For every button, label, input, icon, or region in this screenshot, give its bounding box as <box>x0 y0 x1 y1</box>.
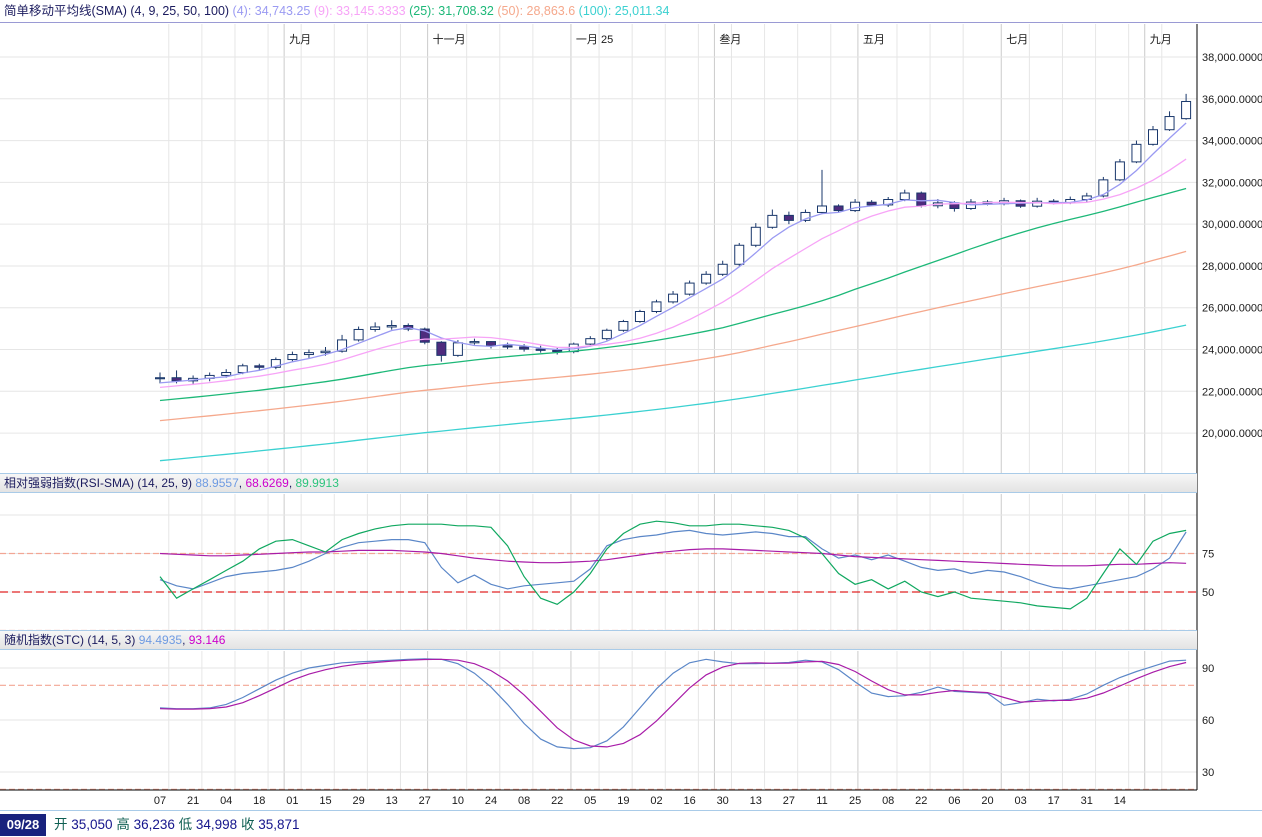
svg-text:24,000.0000: 24,000.0000 <box>1202 345 1262 357</box>
text-run: 34,998 <box>195 817 241 832</box>
text-run: 35,871 <box>258 817 300 832</box>
svg-text:22: 22 <box>551 795 563 807</box>
svg-text:07: 07 <box>154 795 166 807</box>
text-run: , <box>288 476 296 490</box>
svg-text:60: 60 <box>1202 715 1214 727</box>
candlestick-series <box>155 93 1192 386</box>
stc--d-line <box>159 658 1187 748</box>
text-run: 随机指数(STC) (14, 5, 3) <box>4 633 139 647</box>
rsi-panel-header: 相对强弱指数(RSI-SMA) (14, 25, 9) 88.9557, 68.… <box>0 473 1197 493</box>
text-run: 36,236 <box>133 817 179 832</box>
svg-text:75: 75 <box>1202 549 1214 561</box>
ohlc-readout: 开 35,050 高 36,236 低 34,998 收 35,871 <box>54 814 300 836</box>
svg-text:03: 03 <box>1014 795 1026 807</box>
svg-text:34,000.0000: 34,000.0000 <box>1202 136 1262 148</box>
svg-text:30: 30 <box>1202 767 1214 779</box>
svg-text:28,000.0000: 28,000.0000 <box>1202 261 1262 273</box>
svg-text:08: 08 <box>882 795 894 807</box>
svg-text:15: 15 <box>319 795 331 807</box>
text-run: (4): 34,743.25 <box>232 4 314 18</box>
svg-text:叁月: 叁月 <box>719 32 741 46</box>
sma-25-line <box>159 187 1187 402</box>
svg-text:04: 04 <box>220 795 232 807</box>
svg-text:27: 27 <box>419 795 431 807</box>
svg-text:17: 17 <box>1048 795 1060 807</box>
text-run: 94.4935 <box>138 633 183 647</box>
stc--k-line <box>159 658 1187 750</box>
text-run: (100): 25,011.34 <box>578 4 670 18</box>
svg-text:21: 21 <box>187 795 199 807</box>
date-badge: 09/28 <box>0 814 46 836</box>
text-run: 68.6269 <box>245 476 289 490</box>
status-bar: 09/28 开 35,050 高 36,236 低 34,998 收 35,87… <box>0 810 1262 837</box>
svg-text:24: 24 <box>485 795 497 807</box>
text-run: 89.9913 <box>295 476 339 490</box>
svg-text:36,000.0000: 36,000.0000 <box>1202 94 1262 106</box>
text-run: 高 <box>116 817 134 832</box>
svg-text:01: 01 <box>286 795 298 807</box>
text-run: 收 <box>240 817 259 832</box>
rsi-rsi-sma-25-line <box>159 548 1187 567</box>
svg-text:02: 02 <box>650 795 662 807</box>
svg-text:13: 13 <box>750 795 762 807</box>
svg-text:38,000.0000: 38,000.0000 <box>1202 52 1262 64</box>
stc-panel-header: 随机指数(STC) (14, 5, 3) 94.4935, 93.146 <box>0 630 1197 650</box>
svg-text:22: 22 <box>915 795 927 807</box>
sma-9-line <box>159 158 1187 389</box>
text-run: 88.9557 <box>195 476 239 490</box>
sma-indicator-header: 简单移动平均线(SMA) (4, 9, 25, 50, 100) (4): 34… <box>0 0 1262 23</box>
svg-text:五月: 五月 <box>863 34 885 46</box>
svg-text:一月 25: 一月 25 <box>576 34 613 46</box>
sma-4-line <box>159 122 1187 384</box>
axis-labels: 九月 十一月 一月 25 叁月 五月 七月 九月 07 21 04 18 01 15 29 13 27 10 24… <box>154 32 1262 807</box>
sma-100-line <box>159 324 1187 462</box>
svg-text:16: 16 <box>683 795 695 807</box>
svg-text:27: 27 <box>783 795 795 807</box>
text-run: 35,050 <box>71 817 117 832</box>
svg-text:05: 05 <box>584 795 596 807</box>
svg-text:06: 06 <box>948 795 960 807</box>
text-run: 相对强弱指数(RSI-SMA) (14, 25, 9) <box>4 476 196 490</box>
svg-text:七月: 七月 <box>1006 33 1028 46</box>
svg-text:14: 14 <box>1114 795 1126 807</box>
svg-text:32,000.0000: 32,000.0000 <box>1202 177 1262 189</box>
svg-text:26,000.0000: 26,000.0000 <box>1202 303 1262 315</box>
text-run: (50): 28,863.6 <box>497 4 579 18</box>
svg-text:30,000.0000: 30,000.0000 <box>1202 219 1262 231</box>
svg-text:31: 31 <box>1081 795 1093 807</box>
text-run: , <box>238 476 246 490</box>
svg-text:九月: 九月 <box>1150 33 1172 46</box>
text-run: 开 <box>54 817 72 832</box>
svg-text:25: 25 <box>849 795 861 807</box>
text-run: 93.146 <box>188 633 226 647</box>
svg-text:十一月: 十一月 <box>433 32 466 46</box>
gridlines <box>0 24 1197 789</box>
svg-text:22,000.0000: 22,000.0000 <box>1202 386 1262 398</box>
svg-text:九月: 九月 <box>289 33 311 46</box>
sma-50-line <box>159 250 1187 422</box>
text-run: (9): 33,145.3333 <box>313 4 410 18</box>
svg-text:29: 29 <box>352 795 364 807</box>
svg-text:50: 50 <box>1202 587 1214 599</box>
svg-text:11: 11 <box>816 795 827 807</box>
svg-text:18: 18 <box>253 795 265 807</box>
text-run: (25): 31,708.32 <box>409 4 498 18</box>
text-run: 简单移动平均线(SMA) (4, 9, 25, 50, 100) <box>4 4 233 18</box>
text-run: 低 <box>178 817 196 832</box>
svg-text:20: 20 <box>981 795 993 807</box>
svg-text:30: 30 <box>717 795 729 807</box>
svg-text:20,000.0000: 20,000.0000 <box>1202 428 1262 440</box>
svg-text:10: 10 <box>452 795 464 807</box>
rsi-rsi-sma-9-line <box>159 520 1187 610</box>
rsi-rsi-14-line <box>159 529 1187 590</box>
threshold-lines <box>0 552 1197 790</box>
svg-text:13: 13 <box>386 795 398 807</box>
svg-text:90: 90 <box>1202 663 1214 675</box>
svg-text:08: 08 <box>518 795 530 807</box>
text-run: , <box>182 633 189 647</box>
svg-text:19: 19 <box>617 795 629 807</box>
